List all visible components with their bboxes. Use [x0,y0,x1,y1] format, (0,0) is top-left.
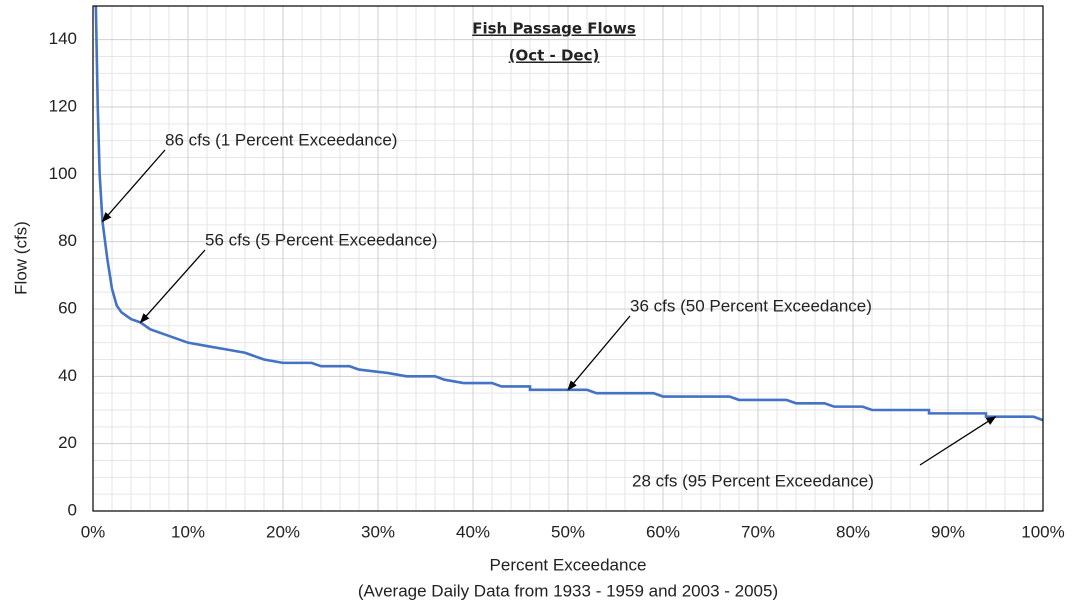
annotation-label: 86 cfs (1 Percent Exceedance) [165,130,397,149]
x-tick-label: 30% [361,522,395,541]
annotation-arrow [567,315,631,391]
x-tick-label: 80% [836,522,870,541]
y-tick-label: 20 [58,433,77,452]
x-tick-label: 50% [551,522,585,541]
marks [94,5,1044,422]
annotation-label: 56 cfs (5 Percent Exceedance) [205,230,437,249]
x-tick-label: 10% [171,522,205,541]
x-tick-label: 90% [931,522,965,541]
chart-title: Fish Passage Flows [472,20,636,38]
x-axis-label: Percent Exceedance [490,555,647,574]
x-tick-label: 40% [456,522,490,541]
x-tick-label: 0% [81,522,106,541]
plot-frame [92,5,1044,512]
y-tick-label: 100 [49,164,77,183]
y-tick-label: 120 [49,96,77,115]
annotation-label: 36 cfs (50 Percent Exceedance) [630,296,872,315]
annotation-label: 28 cfs (95 Percent Exceedance) [632,471,874,490]
x-tick-label: 100% [1021,522,1064,541]
y-axis-label: Flow (cfs) [11,221,30,295]
x-axis-note: (Average Daily Data from 1933 - 1959 and… [358,581,778,600]
x-tick-label: 20% [266,522,300,541]
annotation-arrow [919,416,997,466]
flow-line [94,5,1044,422]
y-tick-label: 80 [58,231,77,250]
y-tick-label: 0 [68,500,77,519]
x-tick-label: 60% [646,522,680,541]
annotation-arrow [139,249,206,324]
annotation-arrow [101,149,166,223]
y-tick-label: 60 [58,298,77,317]
grid [92,6,1044,512]
y-tick-label: 40 [58,366,77,385]
y-tick-label: 140 [49,29,77,48]
x-tick-label: 70% [741,522,775,541]
chart-subtitle: (Oct - Dec) [509,47,600,65]
